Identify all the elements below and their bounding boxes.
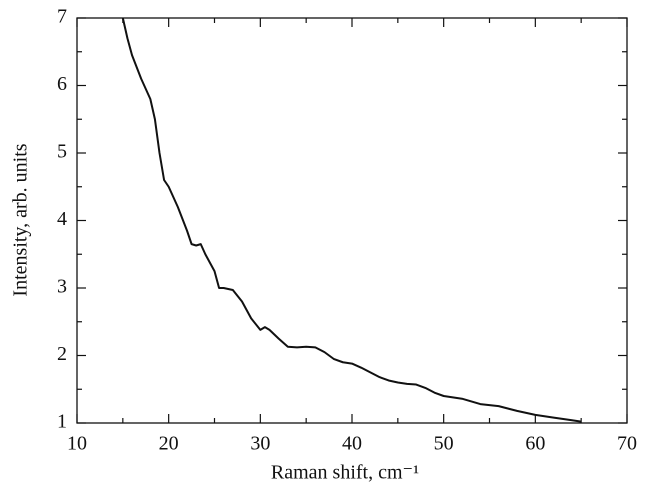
x-tick-label: 40 [342, 433, 362, 455]
y-tick-label: 4 [57, 208, 67, 230]
plot-frame [76, 17, 628, 424]
y-tick-label: 3 [57, 276, 67, 298]
y-tick-label: 7 [57, 6, 67, 28]
x-tick-label: 20 [159, 433, 179, 455]
x-tick-label: 70 [617, 433, 637, 455]
y-tick-label: 5 [57, 141, 67, 163]
x-tick-label: 30 [250, 433, 270, 455]
x-tick-label: 50 [434, 433, 454, 455]
x-tick-label: 10 [67, 433, 87, 455]
x-tick-label: 60 [525, 433, 545, 455]
y-axis-label: Intensity, arb. units [10, 143, 32, 296]
y-tick-label: 1 [57, 411, 67, 433]
y-tick-label: 6 [57, 73, 67, 95]
data-line [121, 17, 582, 423]
x-axis-label: Raman shift, cm⁻¹ [271, 462, 419, 484]
y-tick-label: 2 [57, 343, 67, 365]
